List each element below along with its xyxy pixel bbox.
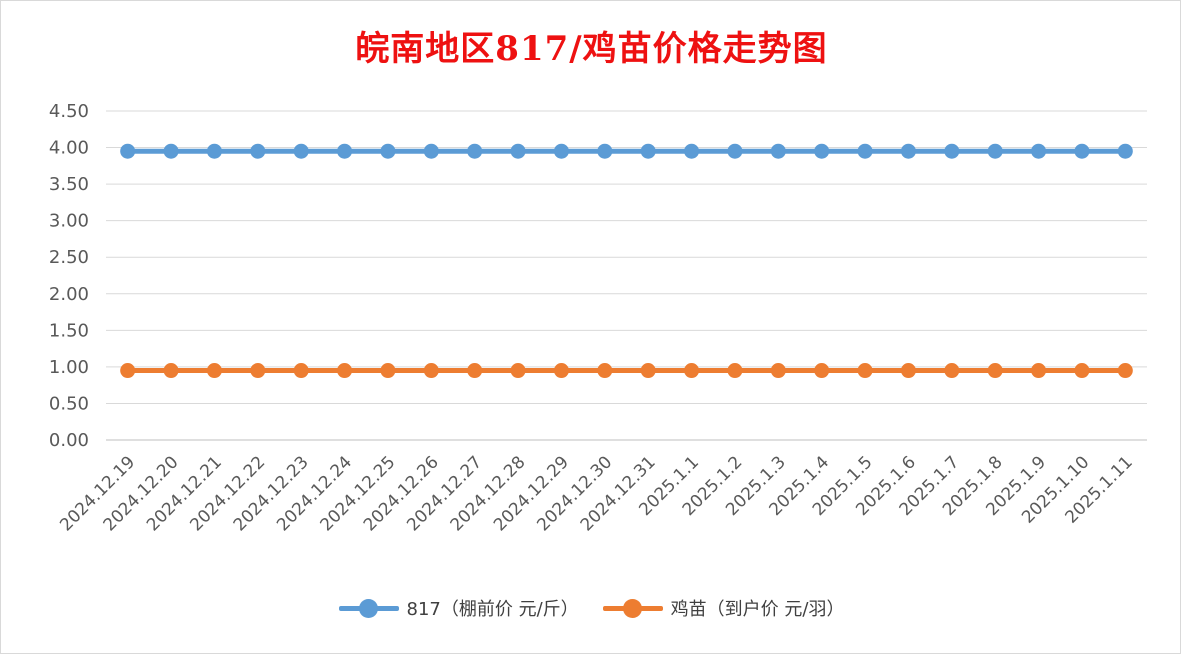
data-point — [597, 143, 613, 159]
data-point — [467, 363, 483, 379]
data-point — [1074, 363, 1090, 379]
data-point — [640, 143, 656, 159]
data-point — [293, 143, 309, 159]
data-point — [987, 363, 1003, 379]
y-tick-label: 2.50 — [49, 247, 89, 268]
data-point — [1031, 143, 1047, 159]
y-tick-label: 3.00 — [49, 211, 89, 232]
data-point — [684, 143, 700, 159]
data-point — [120, 143, 136, 159]
legend-item-817: 817（棚前价 元/斤） — [338, 595, 579, 621]
data-point — [206, 143, 222, 159]
data-point — [250, 363, 266, 379]
data-point — [944, 143, 960, 159]
data-point — [467, 143, 483, 159]
data-point — [770, 363, 786, 379]
data-point — [770, 143, 786, 159]
data-point — [163, 363, 179, 379]
data-point — [597, 363, 613, 379]
data-point — [857, 363, 873, 379]
data-point — [1031, 363, 1047, 379]
data-point — [1117, 143, 1133, 159]
data-point — [293, 363, 309, 379]
y-tick-label: 3.50 — [49, 174, 89, 195]
data-point — [337, 143, 353, 159]
data-point — [380, 143, 396, 159]
data-point — [510, 363, 526, 379]
legend-label-817: 817（棚前价 元/斤） — [406, 599, 579, 620]
data-point — [814, 363, 830, 379]
data-point — [1074, 143, 1090, 159]
y-tick-label: 4.00 — [49, 138, 89, 159]
data-point — [900, 143, 916, 159]
data-point — [423, 143, 439, 159]
y-tick-label: 0.50 — [49, 393, 89, 414]
data-point — [423, 363, 439, 379]
data-point — [727, 363, 743, 379]
data-point — [857, 143, 873, 159]
y-tick-label: 0.00 — [49, 430, 89, 451]
data-point — [380, 363, 396, 379]
legend-swatch-817 — [338, 598, 399, 618]
y-tick-label: 1.50 — [49, 320, 89, 341]
data-point — [1117, 363, 1133, 379]
legend: 817（棚前价 元/斤） 鸡苗（到户价 元/羽） — [1, 595, 1181, 621]
data-point — [814, 143, 830, 159]
data-point — [684, 363, 700, 379]
data-point — [206, 363, 222, 379]
data-point — [337, 363, 353, 379]
data-point — [553, 363, 569, 379]
data-point — [553, 143, 569, 159]
data-point — [727, 143, 743, 159]
chart-title: 皖南地区817/鸡苗价格走势图 — [355, 29, 828, 69]
data-point — [987, 143, 1003, 159]
legend-swatch-chick — [602, 598, 663, 618]
data-point — [120, 363, 136, 379]
y-tick-label: 1.00 — [49, 357, 89, 378]
legend-label-chick: 鸡苗（到户价 元/羽） — [670, 599, 845, 620]
y-tick-label: 2.00 — [49, 284, 89, 305]
data-point — [510, 143, 526, 159]
data-point — [900, 363, 916, 379]
data-point — [250, 143, 266, 159]
y-tick-label: 4.50 — [49, 101, 89, 122]
data-point — [163, 143, 179, 159]
legend-item-chick: 鸡苗（到户价 元/羽） — [602, 595, 845, 621]
data-point — [640, 363, 656, 379]
data-point — [944, 363, 960, 379]
